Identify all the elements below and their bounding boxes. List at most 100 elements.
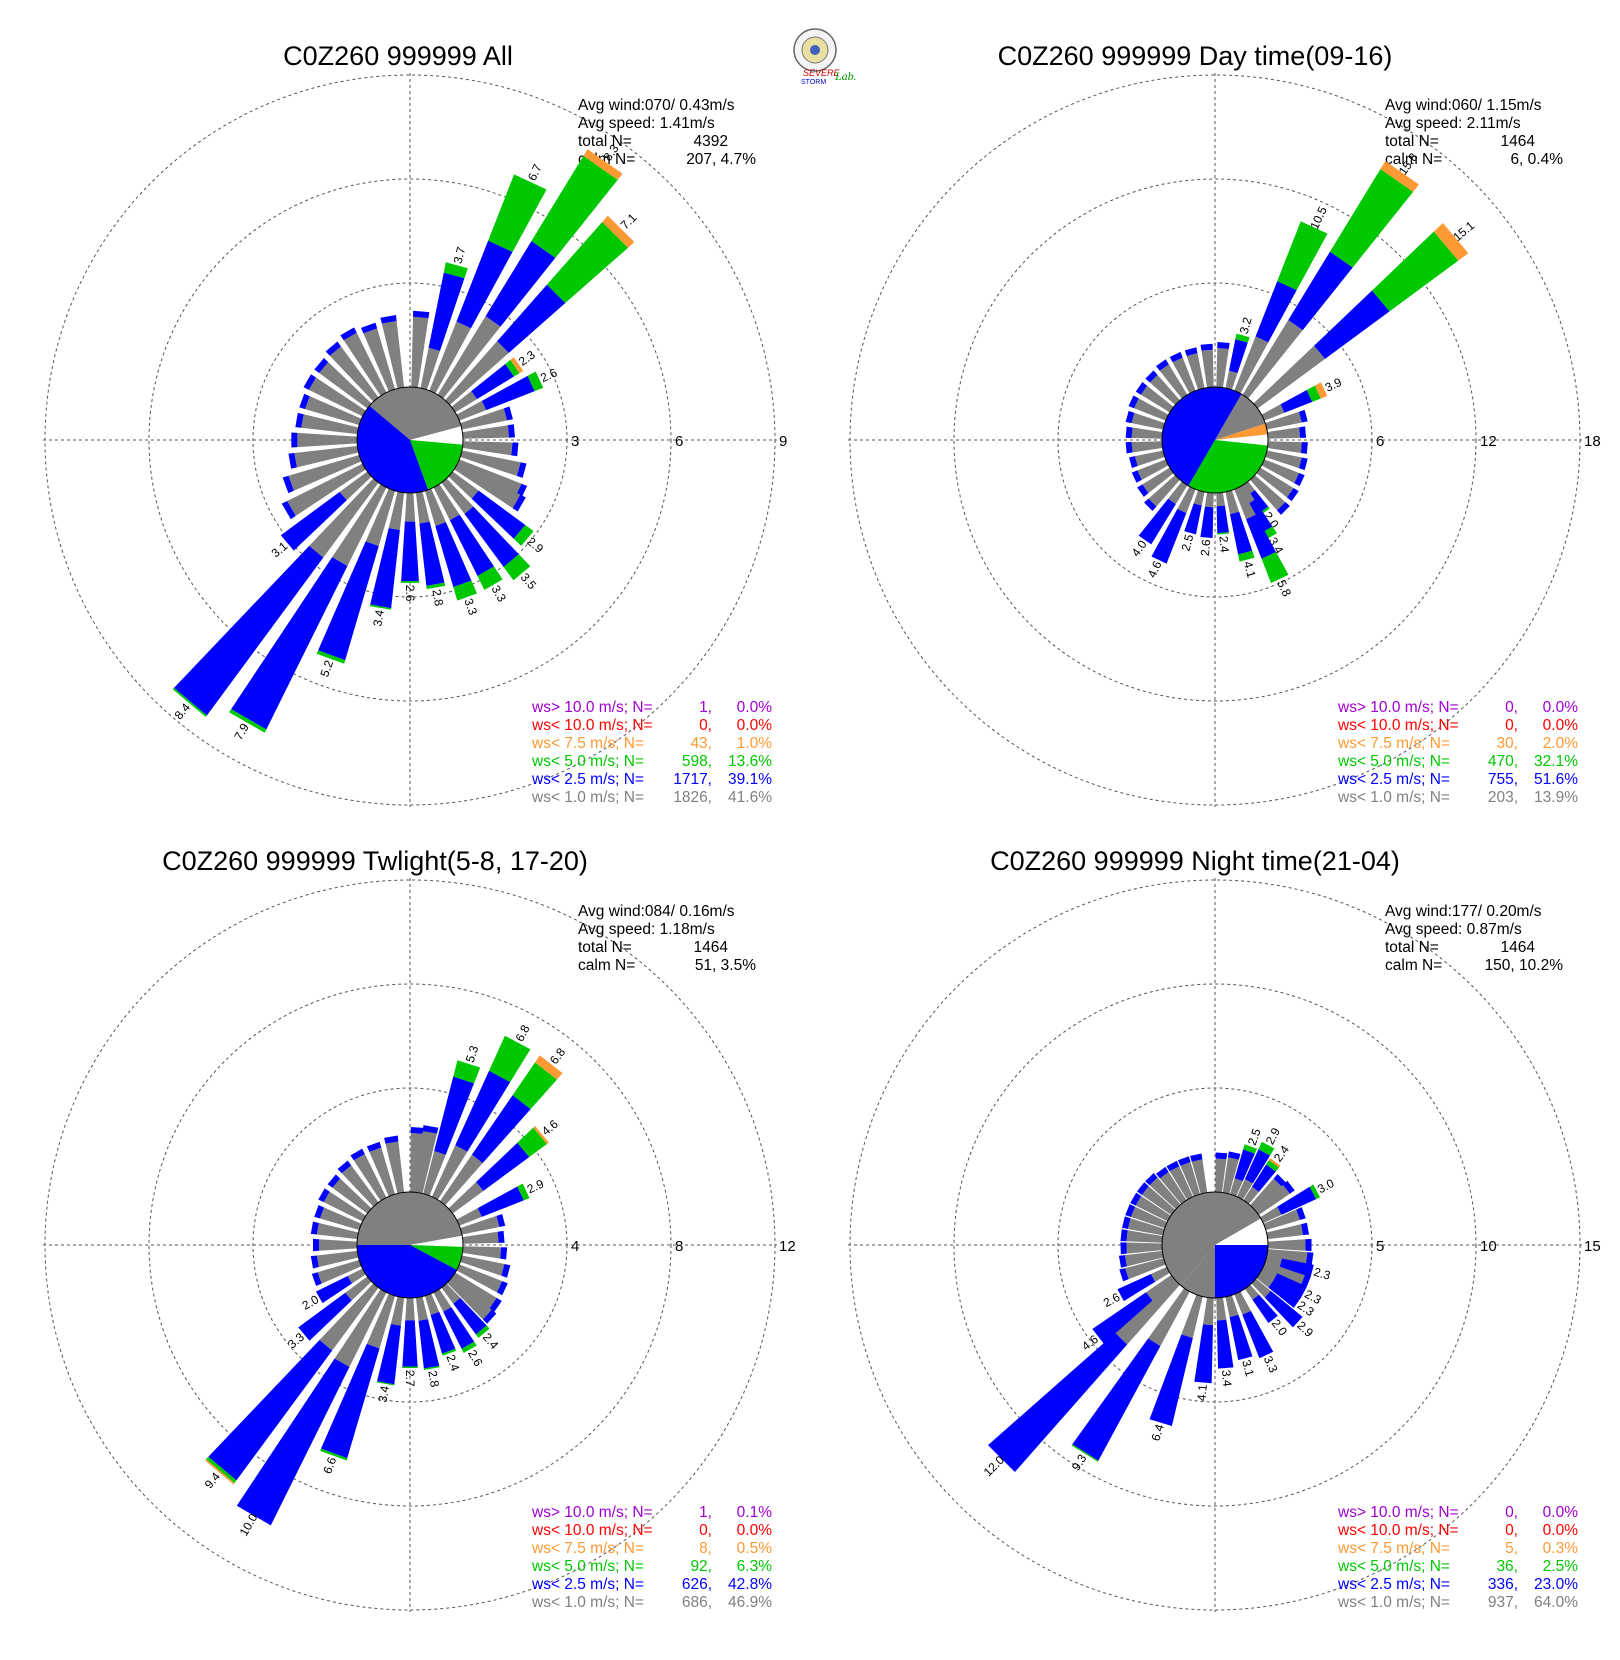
direction-bar-segment bbox=[173, 545, 324, 716]
direction-bar-calm-segment bbox=[1225, 490, 1240, 515]
direction-bar-segment bbox=[1229, 511, 1253, 555]
direction-bar-segment bbox=[471, 490, 526, 539]
direction-bar-segment bbox=[455, 1070, 511, 1152]
direction-bar bbox=[1127, 1218, 1165, 1236]
direction-bar-segment bbox=[402, 1320, 418, 1367]
direction-bar-segment bbox=[1216, 1319, 1234, 1369]
calm-pie-slice bbox=[1161, 386, 1242, 486]
direction-bar bbox=[297, 432, 358, 448]
direction-bar-segment bbox=[461, 1341, 477, 1354]
bar-value-label: 2.7 bbox=[403, 1370, 417, 1387]
direction-bar-calm-segment bbox=[347, 1268, 366, 1284]
legend-percent-lt10: 0.0% bbox=[737, 1522, 773, 1539]
direction-bar-tip bbox=[314, 1205, 325, 1219]
direction-bar-segment bbox=[1117, 1274, 1156, 1302]
ring-label: 6 bbox=[675, 433, 683, 450]
direction-bar bbox=[1159, 1171, 1187, 1205]
direction-bar-tip bbox=[1215, 1152, 1228, 1160]
direction-bar bbox=[451, 1272, 497, 1309]
legend-label-lt7_5: ws< 7.5 m/s; N= bbox=[531, 735, 644, 752]
direction-bar-segment bbox=[1092, 1292, 1153, 1344]
direction-bar-tip bbox=[507, 424, 515, 438]
calm-pie-slice bbox=[410, 1235, 464, 1247]
bar-value-label: 6.6 bbox=[320, 1455, 339, 1476]
direction-bar-segment bbox=[370, 528, 400, 609]
direction-bar bbox=[1149, 1177, 1181, 1210]
direction-bar bbox=[308, 377, 366, 417]
bar-value-label: 3.4 bbox=[1219, 1369, 1234, 1387]
direction-bar-calm-segment bbox=[388, 491, 405, 531]
legend-percent-lt5: 6.3% bbox=[737, 1558, 773, 1575]
bar-value-label: 7.9 bbox=[231, 721, 252, 743]
bar-value-label: 6.4 bbox=[1149, 1422, 1167, 1442]
direction-bar-segment bbox=[1309, 1184, 1321, 1200]
legend-label-lt2_5: ws< 2.5 m/s; N= bbox=[531, 771, 644, 788]
legend-percent-gt10: 0.0% bbox=[1543, 1504, 1579, 1521]
direction-bar-tip bbox=[384, 1135, 399, 1144]
direction-bar-tip bbox=[1131, 470, 1142, 483]
direction-bar-segment bbox=[1252, 1294, 1278, 1324]
direction-bar-segment bbox=[535, 1055, 563, 1080]
legend-percent-lt5: 2.5% bbox=[1543, 1558, 1579, 1575]
direction-bar-segment bbox=[206, 1456, 237, 1484]
windrose-panel-3: 5 10 15 C0Z260 999999 Night time(21-04) Avg … bbox=[848, 846, 1601, 1612]
calm-n-label: calm N= bbox=[1385, 151, 1442, 168]
direction-bar-segment bbox=[1280, 389, 1313, 413]
legend-count-lt1: 686, bbox=[682, 1594, 712, 1611]
direction-bar bbox=[316, 1222, 359, 1240]
direction-bar-segment bbox=[453, 1060, 481, 1084]
direction-bar-calm-segment bbox=[404, 492, 416, 522]
direction-bar-calm-segment bbox=[456, 400, 487, 421]
direction-bar bbox=[454, 463, 521, 509]
logo-seal-center-icon bbox=[810, 45, 820, 55]
direction-bar bbox=[1180, 1162, 1201, 1197]
legend-count-lt10: 0, bbox=[1505, 1522, 1518, 1539]
range-ring bbox=[148, 983, 672, 1507]
direction-bar-tip bbox=[496, 1213, 506, 1227]
direction-bar-segment bbox=[1149, 1334, 1193, 1427]
avg-speed-text: Avg speed: 2.11m/s bbox=[1385, 115, 1521, 132]
calm-pie-slice bbox=[357, 1245, 457, 1298]
direction-bar-tip bbox=[1200, 343, 1213, 351]
direction-bar-tip bbox=[1305, 1252, 1314, 1265]
direction-bar-segment bbox=[602, 215, 635, 248]
direction-bar-calm-segment bbox=[415, 1296, 428, 1321]
direction-bar bbox=[288, 454, 362, 491]
legend-label-lt2_5: ws< 2.5 m/s; N= bbox=[531, 1576, 644, 1593]
calm-pie-slice bbox=[410, 1245, 463, 1270]
bar-value-label: 10.5 bbox=[1307, 204, 1330, 231]
direction-bar bbox=[460, 1215, 500, 1235]
legend-label-lt10: ws< 10.0 m/s; N= bbox=[531, 1522, 653, 1539]
legend-count-gt10: 0, bbox=[1505, 1504, 1518, 1521]
direction-bar-calm-segment bbox=[1243, 1186, 1259, 1205]
direction-bar-calm-segment bbox=[433, 484, 460, 521]
direction-bar-tip bbox=[1169, 351, 1183, 363]
bar-value-label: 4.1 bbox=[1194, 1383, 1209, 1401]
direction-bar-segment bbox=[402, 1366, 418, 1368]
direction-bar-tip bbox=[1305, 1238, 1312, 1252]
direction-bar-segment bbox=[1238, 550, 1255, 562]
direction-bar-tip bbox=[314, 358, 329, 374]
direction-bar bbox=[1159, 364, 1188, 399]
direction-bar-segment bbox=[1244, 1149, 1271, 1184]
direction-bar bbox=[1126, 1230, 1163, 1243]
direction-bar bbox=[462, 425, 509, 439]
direction-bar-tip bbox=[1119, 1268, 1129, 1282]
direction-bar-segment bbox=[1273, 1273, 1307, 1298]
legend-label-lt7_5: ws< 7.5 m/s; N= bbox=[1337, 1540, 1450, 1557]
direction-bar bbox=[369, 1147, 396, 1197]
direction-bar-segment bbox=[503, 554, 531, 581]
direction-bar-segment bbox=[320, 1448, 348, 1461]
direction-bar-segment bbox=[236, 1358, 350, 1526]
direction-bar-calm-segment bbox=[1261, 404, 1285, 421]
bar-value-label: 3.2 bbox=[1237, 315, 1255, 335]
direction-bar bbox=[301, 414, 359, 435]
direction-bar-tip bbox=[295, 412, 304, 428]
direction-bar-segment bbox=[1216, 505, 1229, 534]
direction-bar-tip bbox=[1294, 472, 1305, 487]
legend-label-lt1: ws< 1.0 m/s; N= bbox=[1337, 1594, 1450, 1611]
direction-bar-tip bbox=[1125, 410, 1135, 424]
direction-bar-tip bbox=[340, 327, 357, 341]
direction-bar bbox=[1265, 411, 1302, 430]
direction-bar-calm-segment bbox=[1150, 1266, 1170, 1282]
